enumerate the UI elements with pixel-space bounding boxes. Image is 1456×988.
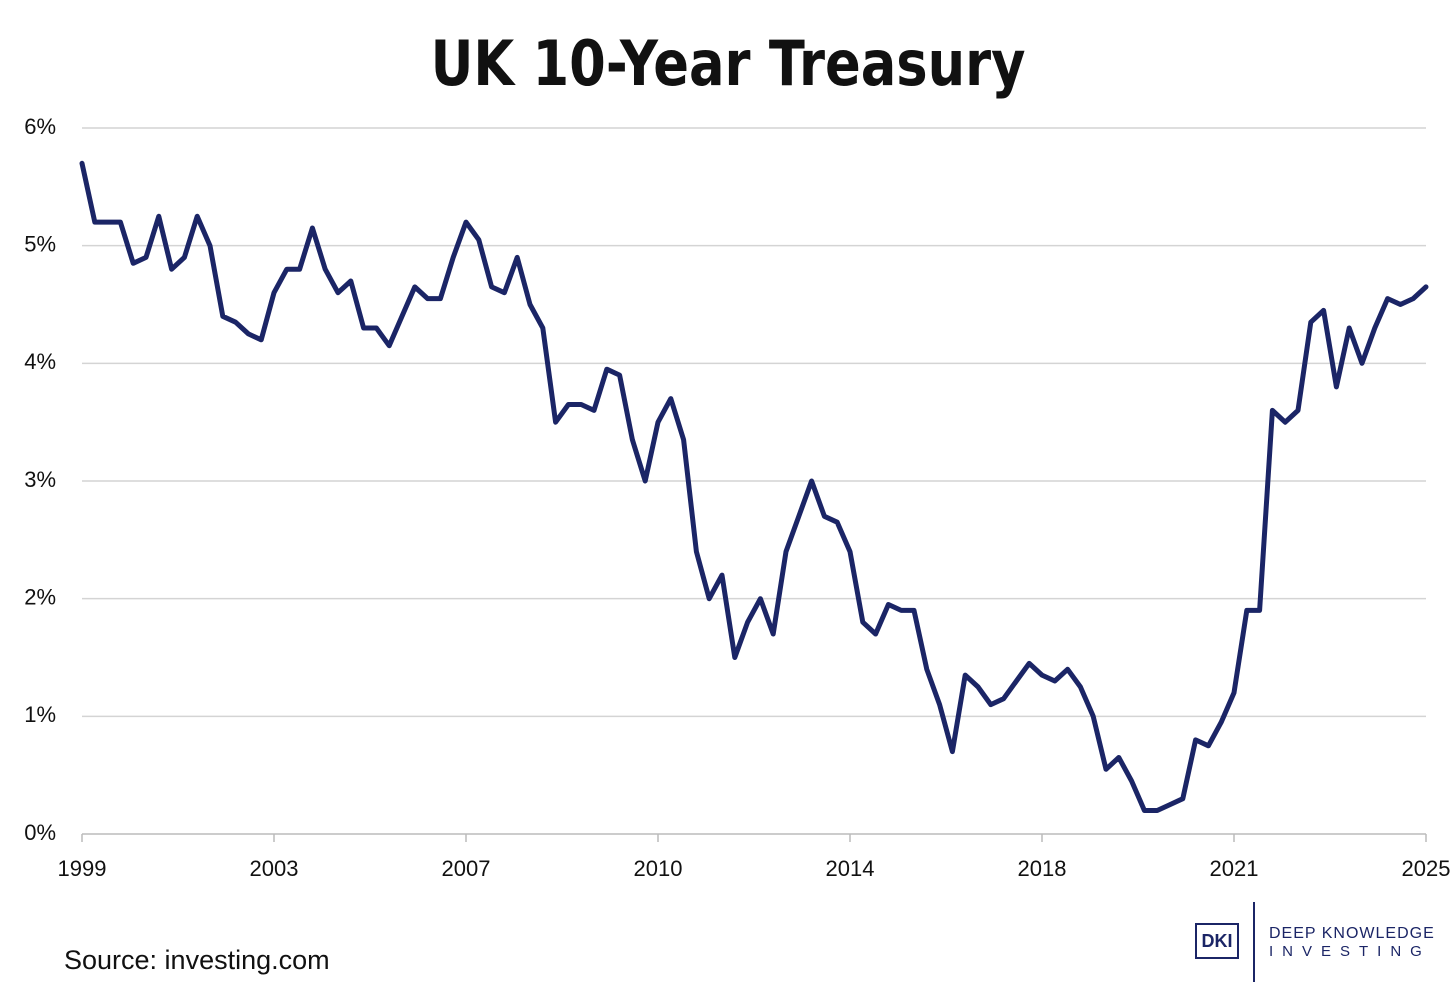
logo-mark: DKI [1202, 931, 1233, 951]
x-tick-label: 2018 [1018, 856, 1067, 881]
logo-line1: DEEP KNOWLEDGE [1269, 925, 1435, 942]
x-tick-label: 2003 [250, 856, 299, 881]
logo-line2: INVESTING [1269, 943, 1431, 960]
chart-title: UK 10-Year Treasury [431, 28, 1026, 100]
y-tick-label: 4% [24, 349, 56, 374]
x-tick-label: 1999 [58, 856, 107, 881]
y-tick-label: 0% [24, 820, 56, 845]
x-tick-label: 2014 [826, 856, 875, 881]
y-tick-label: 2% [24, 584, 56, 609]
x-tick-label: 2010 [634, 856, 683, 881]
y-tick-label: 3% [24, 467, 56, 492]
x-tick-label: 2007 [442, 856, 491, 881]
y-tick-label: 5% [24, 231, 56, 256]
y-tick-label: 1% [24, 702, 56, 727]
source-note: Source: investing.com [64, 945, 330, 975]
x-tick-label: 2025 [1402, 856, 1451, 881]
x-tick-label: 2021 [1210, 856, 1259, 881]
logo-box [1195, 923, 1239, 959]
data-line [79, 160, 1429, 813]
y-tick-label: 6% [24, 114, 56, 139]
